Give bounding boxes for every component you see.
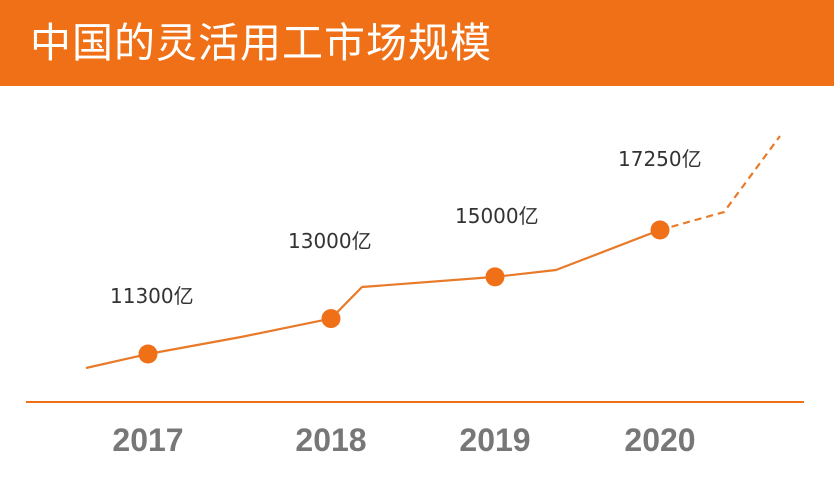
data-label-2020: 17250亿 xyxy=(618,147,702,171)
series-line xyxy=(85,228,661,370)
chart-title: 中国的灵活用工市场规模 xyxy=(30,19,492,67)
x-tick-label-2020: 2020 xyxy=(624,422,695,458)
data-point-2020 xyxy=(650,220,670,240)
x-tick-label-2017: 2017 xyxy=(112,422,183,458)
x-tick-label-2019: 2019 xyxy=(459,422,530,458)
data-point-2019 xyxy=(485,267,505,287)
x-tick-label-2018: 2018 xyxy=(295,422,366,458)
projection-line xyxy=(659,135,781,232)
title-bar: 中国的灵活用工市场规模 xyxy=(0,0,834,86)
data-label-2019: 15000亿 xyxy=(455,204,539,228)
data-point-2018 xyxy=(321,309,341,329)
data-label-2018: 13000亿 xyxy=(288,229,372,253)
data-label-2017: 11300亿 xyxy=(110,284,194,308)
data-point-2017 xyxy=(138,344,158,364)
